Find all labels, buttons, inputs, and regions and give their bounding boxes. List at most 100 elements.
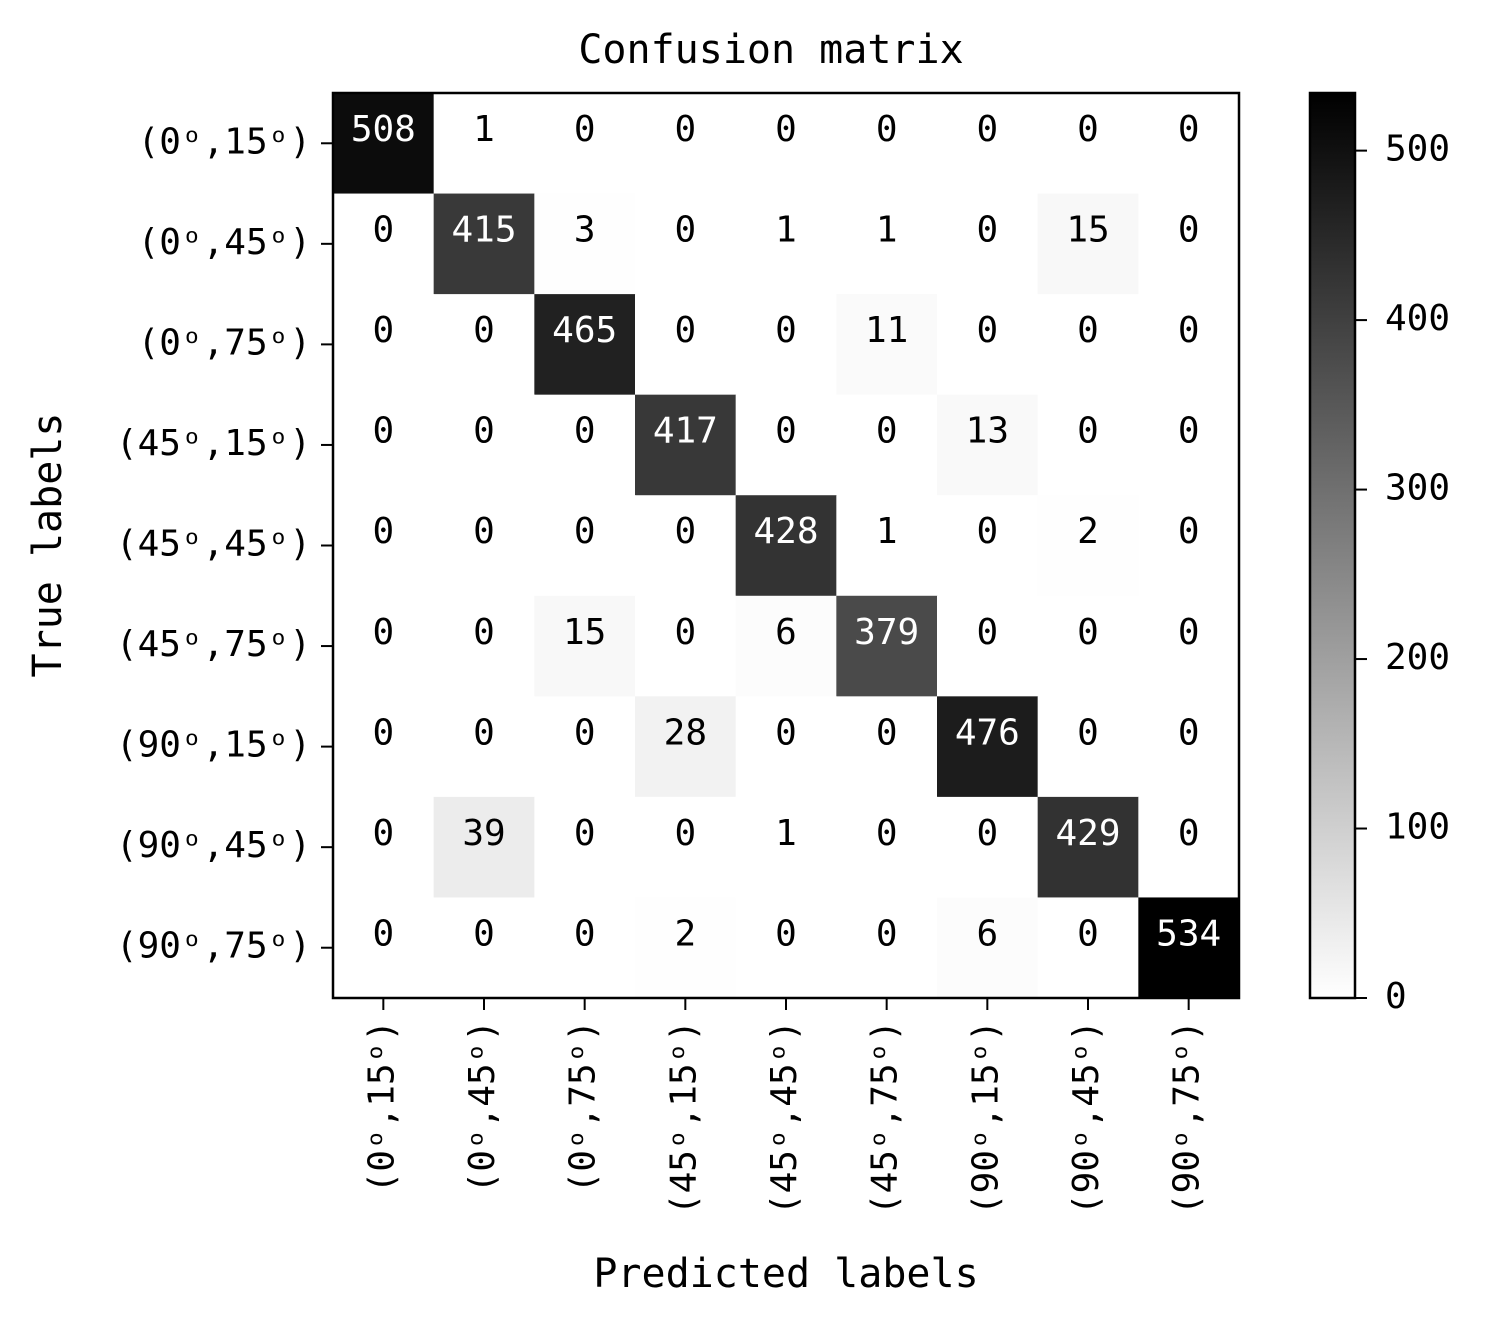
heatmap-cell xyxy=(836,193,938,295)
heatmap-cell xyxy=(735,495,837,597)
cell-label: 0 xyxy=(674,813,696,854)
heatmap-cell xyxy=(333,394,435,496)
x-tick-label: (45ᵒ,45ᵒ) xyxy=(764,1020,805,1215)
cell-label: 6 xyxy=(775,612,797,653)
heatmap-cell xyxy=(1138,897,1240,999)
heatmap-cell xyxy=(433,93,535,195)
heatmap-cell xyxy=(836,696,938,798)
heatmap-cell xyxy=(735,294,837,396)
heatmap-cell xyxy=(836,595,938,697)
heatmap-cell xyxy=(937,193,1039,295)
cell-label: 15 xyxy=(1066,210,1109,251)
colorbar-tick-label: 500 xyxy=(1385,129,1450,170)
heatmap-cell xyxy=(836,495,938,597)
heatmap-cell xyxy=(735,595,837,697)
heatmap-cell xyxy=(635,696,737,798)
y-tick-label: (0ᵒ,15ᵒ) xyxy=(138,121,311,162)
cell-label: 15 xyxy=(563,612,606,653)
cell-label: 0 xyxy=(1178,210,1200,251)
cell-label: 39 xyxy=(462,813,505,854)
heatmap-cell xyxy=(1138,294,1240,396)
cell-label: 0 xyxy=(473,712,495,753)
cell-label: 1 xyxy=(876,210,898,251)
cell-label: 0 xyxy=(1178,310,1200,351)
heatmap-cell xyxy=(1138,696,1240,798)
heatmap-cell xyxy=(433,394,535,496)
cell-label: 2 xyxy=(1077,511,1099,552)
x-tick-label: (45ᵒ,15ᵒ) xyxy=(663,1020,704,1215)
cell-label: 1 xyxy=(775,210,797,251)
cell-label: 0 xyxy=(976,210,998,251)
cell-label: 6 xyxy=(976,913,998,954)
cell-label: 0 xyxy=(372,310,394,351)
heatmap-cell xyxy=(836,93,938,195)
cell-label: 0 xyxy=(1077,411,1099,452)
cell-label: 0 xyxy=(876,109,898,150)
heatmap-cell xyxy=(433,193,535,295)
cell-label: 0 xyxy=(775,310,797,351)
x-tick-label: (45ᵒ,75ᵒ) xyxy=(865,1020,906,1215)
x-tick-label: (90ᵒ,45ᵒ) xyxy=(1066,1020,1107,1215)
y-tick-label: (90ᵒ,45ᵒ) xyxy=(116,825,311,866)
cell-label: 0 xyxy=(976,511,998,552)
heatmap-cell xyxy=(1037,93,1139,195)
cell-label: 0 xyxy=(1178,712,1200,753)
heatmap-cell xyxy=(635,897,737,999)
cell-label: 0 xyxy=(674,210,696,251)
heatmap-cell xyxy=(1037,696,1139,798)
cell-label: 1 xyxy=(876,511,898,552)
heatmap-cell xyxy=(735,696,837,798)
heatmap-cell xyxy=(433,495,535,597)
x-tick-label: (0ᵒ,45ᵒ) xyxy=(462,1020,503,1193)
heatmap-cell xyxy=(635,93,737,195)
heatmap-cell xyxy=(1037,897,1139,999)
cell-label: 0 xyxy=(372,612,394,653)
heatmap-cell xyxy=(534,796,636,898)
heatmap-cell xyxy=(735,897,837,999)
heatmap-cell xyxy=(937,495,1039,597)
x-tick-label: (90ᵒ,15ᵒ) xyxy=(965,1020,1006,1215)
cell-label: 0 xyxy=(674,109,696,150)
cell-label: 0 xyxy=(473,612,495,653)
heatmap-cell xyxy=(735,796,837,898)
heatmap-cell xyxy=(635,796,737,898)
cell-label: 0 xyxy=(1077,913,1099,954)
cell-label: 0 xyxy=(976,612,998,653)
y-tick-label: (0ᵒ,75ᵒ) xyxy=(138,322,311,363)
y-tick-label: (90ᵒ,15ᵒ) xyxy=(116,725,311,766)
colorbar-tick-label: 200 xyxy=(1385,637,1450,678)
cell-label: 508 xyxy=(351,109,416,150)
cell-label: 0 xyxy=(976,109,998,150)
y-tick-label: (0ᵒ,45ᵒ) xyxy=(138,222,311,263)
cell-label: 476 xyxy=(955,712,1020,753)
cell-label: 0 xyxy=(372,813,394,854)
heatmap-cell xyxy=(836,394,938,496)
heatmap-cell xyxy=(1037,495,1139,597)
heatmap-cell xyxy=(333,595,435,697)
cell-label: 0 xyxy=(876,913,898,954)
heatmap-cell xyxy=(534,696,636,798)
cell-label: 0 xyxy=(976,310,998,351)
heatmap-cell xyxy=(635,394,737,496)
heatmap-cell xyxy=(937,796,1039,898)
heatmap-cell xyxy=(433,897,535,999)
cell-label: 0 xyxy=(372,712,394,753)
y-tick-label: (45ᵒ,75ᵒ) xyxy=(116,624,311,665)
heatmap-cell xyxy=(534,93,636,195)
cell-label: 0 xyxy=(574,913,596,954)
heatmap-cell xyxy=(534,495,636,597)
cell-label: 0 xyxy=(1077,310,1099,351)
heatmap-cell xyxy=(534,595,636,697)
heatmap-cell xyxy=(836,294,938,396)
cell-label: 0 xyxy=(1178,411,1200,452)
cell-label: 13 xyxy=(966,411,1009,452)
heatmap-cell xyxy=(1138,193,1240,295)
cell-label: 0 xyxy=(574,712,596,753)
colorbar-tick-label: 0 xyxy=(1385,976,1407,1017)
y-tick-label: (45ᵒ,45ᵒ) xyxy=(116,524,311,565)
cell-label: 0 xyxy=(976,813,998,854)
heatmap-cell xyxy=(433,796,535,898)
cell-label: 0 xyxy=(1178,511,1200,552)
cell-label: 0 xyxy=(1178,813,1200,854)
cell-label: 465 xyxy=(552,310,617,351)
